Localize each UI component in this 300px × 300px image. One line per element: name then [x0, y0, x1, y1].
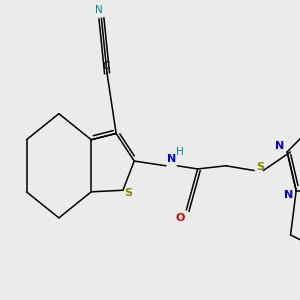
Text: S: S — [256, 162, 264, 172]
Text: S: S — [124, 188, 133, 198]
Text: N: N — [95, 5, 103, 15]
Text: H: H — [176, 147, 183, 157]
Text: N: N — [284, 190, 293, 200]
Text: N: N — [274, 141, 284, 151]
Text: N: N — [167, 154, 176, 164]
Text: O: O — [176, 213, 185, 223]
Text: C: C — [102, 61, 110, 70]
